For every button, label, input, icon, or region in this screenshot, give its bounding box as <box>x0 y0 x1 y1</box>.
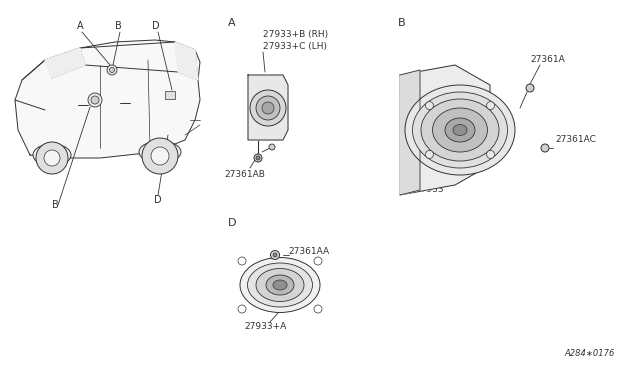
Circle shape <box>262 102 274 114</box>
Text: B: B <box>398 18 406 28</box>
Circle shape <box>107 65 117 75</box>
Polygon shape <box>400 65 490 195</box>
Circle shape <box>526 84 534 92</box>
Circle shape <box>486 150 495 158</box>
Polygon shape <box>400 70 420 195</box>
Circle shape <box>254 154 262 162</box>
Polygon shape <box>248 75 288 140</box>
Ellipse shape <box>413 92 508 168</box>
Text: D: D <box>228 218 237 228</box>
Ellipse shape <box>248 263 312 307</box>
Text: A: A <box>77 21 83 31</box>
Text: 27933: 27933 <box>415 185 444 194</box>
Ellipse shape <box>139 141 181 163</box>
Text: 27933+C (LH): 27933+C (LH) <box>263 42 327 51</box>
Circle shape <box>91 96 99 104</box>
Ellipse shape <box>421 99 499 161</box>
Ellipse shape <box>445 118 475 142</box>
Text: B: B <box>115 21 122 31</box>
Circle shape <box>142 138 178 174</box>
Text: 27361AA: 27361AA <box>288 247 329 257</box>
Text: A: A <box>228 18 236 28</box>
Circle shape <box>44 150 60 166</box>
Circle shape <box>256 156 260 160</box>
Circle shape <box>151 147 169 165</box>
Circle shape <box>269 144 275 150</box>
Circle shape <box>88 93 102 107</box>
Circle shape <box>238 305 246 313</box>
Ellipse shape <box>453 125 467 135</box>
Ellipse shape <box>266 275 294 295</box>
Circle shape <box>271 250 280 260</box>
Text: B: B <box>52 200 58 210</box>
Circle shape <box>314 305 322 313</box>
Polygon shape <box>15 40 200 158</box>
Text: D: D <box>154 195 162 205</box>
Ellipse shape <box>240 257 320 312</box>
Text: 27361AC: 27361AC <box>555 135 596 144</box>
Ellipse shape <box>433 108 488 152</box>
Text: 27933+B (RH): 27933+B (RH) <box>263 30 328 39</box>
Bar <box>165 91 175 99</box>
Circle shape <box>314 257 322 265</box>
Circle shape <box>109 67 115 73</box>
Circle shape <box>426 102 433 110</box>
Text: A284∗0176: A284∗0176 <box>564 349 615 358</box>
Circle shape <box>273 253 277 257</box>
Ellipse shape <box>405 85 515 175</box>
Polygon shape <box>175 42 198 80</box>
Circle shape <box>238 257 246 265</box>
Circle shape <box>250 90 286 126</box>
Text: D: D <box>152 21 160 31</box>
Polygon shape <box>45 48 85 78</box>
Text: 27361A: 27361A <box>530 55 564 64</box>
Circle shape <box>426 150 433 158</box>
Ellipse shape <box>256 269 304 301</box>
Circle shape <box>486 102 495 110</box>
Ellipse shape <box>273 280 287 290</box>
Circle shape <box>541 144 549 152</box>
Text: 28168: 28168 <box>398 82 427 91</box>
Ellipse shape <box>33 144 71 166</box>
Text: 27361AB: 27361AB <box>225 170 266 179</box>
Circle shape <box>36 142 68 174</box>
Text: 27933+A: 27933+A <box>244 322 286 331</box>
Circle shape <box>256 96 280 120</box>
